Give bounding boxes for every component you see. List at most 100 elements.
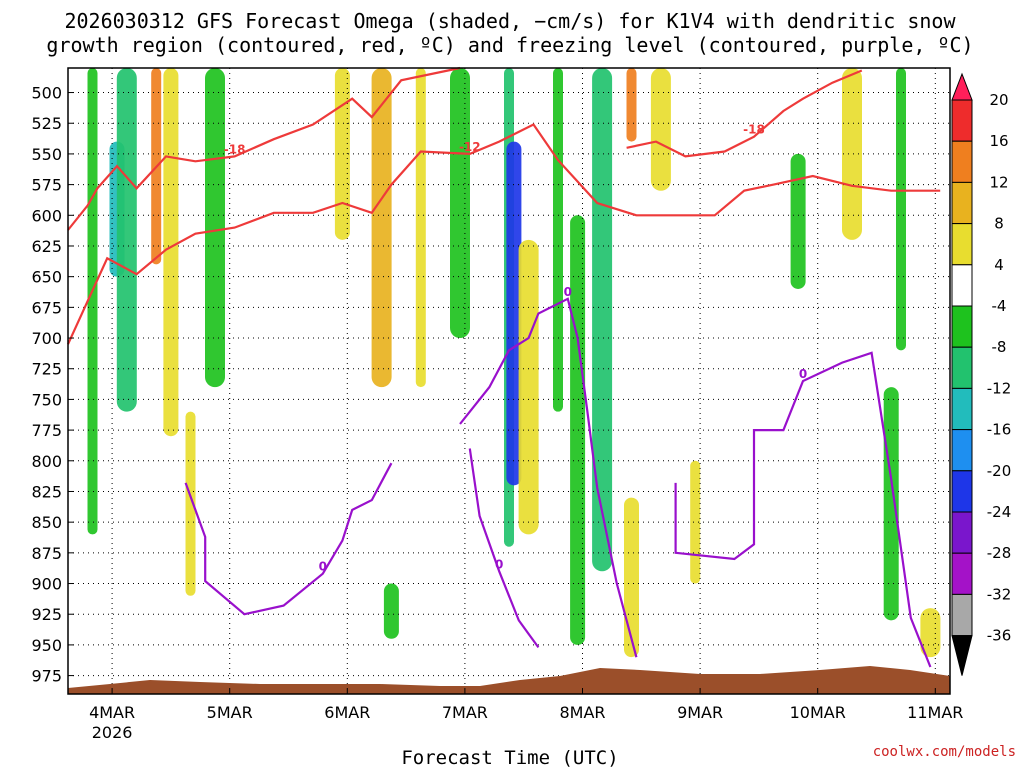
omega-band <box>790 153 806 289</box>
colorbar-segment <box>951 552 973 595</box>
x-tick-label: 10MAR <box>790 703 846 722</box>
colorbar-segment <box>951 223 973 266</box>
x-axis-label: Forecast Time (UTC) <box>401 747 618 768</box>
omega-band <box>116 68 137 412</box>
y-tick-label: 900 <box>31 575 62 594</box>
omega-band <box>570 215 586 645</box>
y-tick-label: 775 <box>31 421 62 440</box>
terrain <box>68 666 950 694</box>
colorbar-segment <box>951 72 973 101</box>
omega-band <box>205 68 225 388</box>
colorbar-segment <box>951 511 973 554</box>
omega-band <box>842 68 862 240</box>
omega-band <box>371 68 392 388</box>
colorbar-segment <box>951 99 973 142</box>
y-tick-label: 800 <box>31 452 62 471</box>
x-tick-sublabel: 2026 <box>92 723 133 742</box>
chart-title-line-1: 2026030312 GFS Forecast Omega (shaded, −… <box>64 9 956 33</box>
omega-band <box>896 68 906 351</box>
omega-band <box>506 141 522 486</box>
y-tick-label: 675 <box>31 298 62 317</box>
x-tick-label: 8MAR <box>559 703 605 722</box>
x-tick-label: 6MAR <box>324 703 370 722</box>
plot-frame <box>67 67 951 695</box>
y-tick-label: 925 <box>31 605 62 624</box>
colorbar-label: -4 <box>992 297 1007 315</box>
dgz-contour <box>66 123 941 345</box>
colorbar-label: -36 <box>987 627 1012 645</box>
y-tick-label: 525 <box>31 114 62 133</box>
colorbar-segment <box>951 635 973 676</box>
y-tick-label: 650 <box>31 268 62 287</box>
colorbar-label: -16 <box>987 421 1012 439</box>
omega-band <box>383 583 399 639</box>
y-tick-label: 750 <box>31 390 62 409</box>
omega-band <box>690 460 701 584</box>
dgz-contour-label: -12 <box>459 140 481 154</box>
colorbar-label: -32 <box>987 585 1012 603</box>
y-tick-label: 700 <box>31 329 62 348</box>
y-tick-label: 950 <box>31 636 62 655</box>
omega-band <box>415 68 426 388</box>
y-tick-label: 825 <box>31 482 62 501</box>
freezing-contour-label: 0 <box>564 285 572 299</box>
x-tick-label: 9MAR <box>677 703 723 722</box>
freezing-contour-label: 0 <box>495 557 503 571</box>
chart-title-line-2: growth region (contoured, red, ºC) and f… <box>46 33 973 57</box>
freezing-contour-label: 0 <box>319 560 327 574</box>
dgz-contour-label: -18 <box>224 142 246 156</box>
y-tick-label: 625 <box>31 237 62 256</box>
colorbar-segment <box>951 264 973 307</box>
y-tick-label: 725 <box>31 360 62 379</box>
x-tick-label: 5MAR <box>207 703 253 722</box>
colorbar-label: 20 <box>989 91 1008 109</box>
freezing-level-contours: 0 0 0 0 <box>184 285 932 668</box>
x-tick-label: 4MAR <box>89 703 135 722</box>
freezing-contour <box>459 297 638 658</box>
y-tick-label: 575 <box>31 176 62 195</box>
y-tick-label: 550 <box>31 145 62 164</box>
freezing-contour <box>674 351 932 668</box>
colorbar-segment <box>951 429 973 472</box>
dendritic-growth-contours: -18 -12 -18 <box>66 66 941 345</box>
colorbar-label: 16 <box>989 132 1008 150</box>
colorbar-label: -20 <box>987 462 1012 480</box>
colorbar-segment <box>951 593 973 637</box>
omega-shading <box>87 68 941 658</box>
dgz-contour <box>626 69 863 158</box>
omega-band <box>883 387 899 621</box>
colorbar-segment <box>951 181 973 225</box>
freezing-contour-label: 0 <box>799 367 807 381</box>
omega-band <box>518 239 539 535</box>
colorbar-label: 12 <box>989 173 1008 191</box>
omega-band <box>185 411 196 596</box>
colorbar-label: -8 <box>992 338 1007 356</box>
omega-band <box>553 68 563 412</box>
colorbar-segment <box>951 470 973 513</box>
omega-band <box>650 68 671 191</box>
omega-band <box>920 608 941 658</box>
freezing-contour <box>468 448 540 649</box>
x-tick-label: 7MAR <box>442 703 488 722</box>
colorbar: 20 16 12 8 4 -4 -8 -12 -16 -20 -24 -28 -32 -36 <box>951 72 1012 676</box>
freezing-contour <box>184 462 393 616</box>
colorbar-segment <box>951 140 973 183</box>
omega-band <box>334 68 350 240</box>
y-tick-label: 500 <box>31 84 62 103</box>
omega-band <box>450 68 470 339</box>
y-tick-label: 600 <box>31 206 62 225</box>
colorbar-label: -12 <box>987 379 1012 397</box>
omega-band <box>626 68 637 142</box>
colorbar-label: 4 <box>994 256 1004 274</box>
dgz-contour-label: -18 <box>743 123 765 137</box>
colorbar-label: -24 <box>987 503 1012 521</box>
colorbar-label: 8 <box>994 215 1004 233</box>
omega-band <box>592 68 613 572</box>
y-tick-label: 875 <box>31 544 62 563</box>
dgz-contour <box>67 66 461 231</box>
y-tick-label: 850 <box>31 513 62 532</box>
y-tick-label: 975 <box>31 667 62 686</box>
colorbar-segment <box>951 305 973 348</box>
